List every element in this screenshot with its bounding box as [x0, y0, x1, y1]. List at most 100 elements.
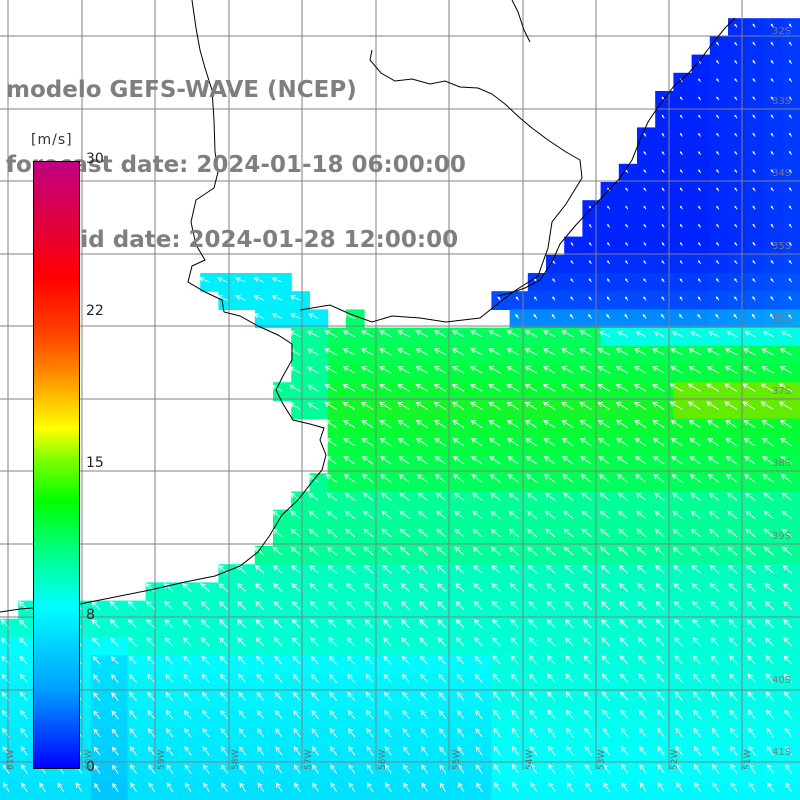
wind-arrow [621, 782, 629, 792]
wind-arrow [743, 438, 756, 447]
wind-arrow [734, 242, 738, 246]
field-cell [600, 455, 620, 474]
wind-arrow [770, 114, 774, 119]
wind-arrow [552, 278, 556, 283]
wind-arrow [783, 655, 793, 665]
wind-arrow [656, 709, 665, 720]
field-cell [309, 764, 329, 784]
wind-arrow [733, 313, 738, 319]
wind-arrow [689, 456, 701, 465]
field-cell [782, 36, 800, 56]
field-cell [782, 109, 800, 128]
wind-arrow [583, 673, 592, 683]
wind-arrow [492, 691, 501, 701]
wind-arrow [788, 77, 793, 83]
wind-arrow [403, 764, 410, 774]
field-cell [527, 746, 547, 765]
wind-arrow [764, 601, 774, 611]
field-cell [455, 327, 474, 347]
field-cell [418, 782, 438, 800]
wind-arrow [274, 691, 283, 701]
wind-arrow [598, 438, 610, 447]
field-cell [746, 327, 765, 347]
wind-arrow [584, 745, 592, 756]
wind-arrow [237, 637, 247, 647]
field-cell [236, 273, 256, 292]
wind-arrow [734, 296, 738, 301]
field-cell [728, 564, 747, 583]
wind-arrow [363, 546, 374, 556]
field-cell [345, 382, 365, 401]
field-cell [418, 400, 438, 420]
wind-arrow [788, 313, 793, 319]
field-cell [546, 418, 565, 438]
wind-arrow [380, 474, 392, 483]
wind-arrow [570, 278, 574, 283]
wind-arrow [618, 583, 629, 592]
wind-arrow [603, 782, 611, 792]
field-cell [673, 182, 693, 201]
field-cell [673, 764, 693, 784]
field-cell [546, 291, 565, 310]
wind-arrow [770, 241, 774, 246]
wind-arrow [508, 546, 519, 556]
field-cell [473, 527, 492, 547]
field-cell [600, 764, 620, 784]
wind-arrow [545, 564, 556, 574]
field-cell [764, 273, 784, 292]
wind-arrow [364, 583, 374, 592]
wind-arrow [760, 401, 774, 410]
field-cell [491, 782, 511, 800]
wind-arrow [19, 655, 28, 665]
field-cell [345, 509, 365, 529]
field-cell [746, 400, 765, 420]
field-cell [709, 254, 729, 274]
wind-arrow [456, 709, 465, 720]
wind-arrow [92, 674, 101, 683]
wind-arrow [654, 564, 665, 574]
wind-arrow [128, 637, 137, 647]
wind-arrow [93, 728, 101, 738]
wind-arrow [643, 296, 647, 301]
wind-arrow [526, 510, 538, 520]
wind-arrow [727, 546, 738, 556]
field-cell [418, 473, 438, 492]
field-cell [564, 673, 583, 693]
field-cell [109, 728, 128, 747]
field-cell [309, 473, 329, 492]
field-cell [764, 418, 784, 438]
wind-arrow [770, 96, 774, 101]
field-cell [182, 728, 201, 747]
wind-arrow [764, 583, 774, 592]
field-cell [127, 782, 147, 800]
field-cell [418, 436, 438, 456]
wind-arrow [693, 745, 702, 756]
wind-arrow [725, 438, 738, 447]
field-cell [564, 418, 583, 438]
wind-arrow [752, 169, 756, 174]
wind-arrow [329, 728, 338, 738]
wind-arrow [643, 223, 647, 228]
wind-arrow [235, 277, 246, 283]
field-cell [655, 309, 674, 329]
field-cell [655, 473, 674, 492]
wind-arrow [220, 746, 228, 756]
wind-arrow [527, 564, 538, 574]
field-cell [637, 382, 656, 401]
wind-arrow [698, 151, 702, 155]
wind-arrow [219, 637, 228, 647]
wind-arrow [745, 528, 756, 538]
field-cell [637, 527, 656, 547]
field-cell [764, 36, 784, 56]
wind-arrow [453, 510, 465, 520]
field-cell [236, 782, 256, 800]
wind-arrow [600, 583, 611, 592]
wind-arrow [643, 242, 647, 246]
field-cell [327, 509, 347, 529]
wind-arrow [475, 764, 483, 774]
field-cell [709, 182, 729, 201]
wind-arrow [145, 601, 156, 611]
wind-arrow [220, 728, 228, 738]
wind-arrow [563, 492, 574, 501]
wind-arrow [397, 330, 410, 338]
